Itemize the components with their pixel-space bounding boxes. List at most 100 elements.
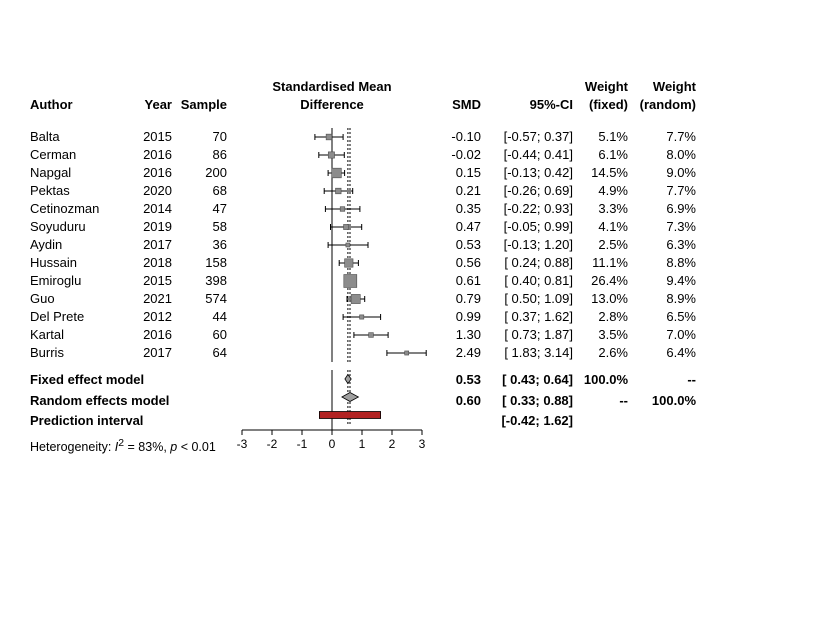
cell-year: 2020 bbox=[130, 182, 172, 200]
cell-smd: 0.53 bbox=[437, 236, 481, 254]
cell-author: Del Prete bbox=[30, 308, 130, 326]
cell-wfix: 2.8% bbox=[573, 308, 628, 326]
cell-year: 2017 bbox=[130, 236, 172, 254]
cell-wran: 7.7% bbox=[628, 128, 696, 146]
cell-ci: [ 0.50; 1.09] bbox=[481, 290, 573, 308]
summary-label: Random effects model bbox=[30, 391, 227, 412]
heterogeneity: Heterogeneity: I2 = 83%, p < 0.01 bbox=[30, 432, 227, 458]
cell-smd: 0.61 bbox=[437, 272, 481, 290]
summary-label: Prediction interval bbox=[30, 411, 227, 432]
summary-wran: 100.0% bbox=[628, 391, 696, 412]
svg-text:0: 0 bbox=[329, 437, 336, 451]
cell-ci: [ 0.24; 0.88] bbox=[481, 254, 573, 272]
cell-wfix: 5.1% bbox=[573, 128, 628, 146]
cell-wfix: 2.5% bbox=[573, 236, 628, 254]
summary-wfix: -- bbox=[573, 391, 628, 412]
cell-smd: 1.30 bbox=[437, 326, 481, 344]
cell-wfix: 4.1% bbox=[573, 218, 628, 236]
cell-ci: [ 0.37; 1.62] bbox=[481, 308, 573, 326]
cell-ci: [ 0.73; 1.87] bbox=[481, 326, 573, 344]
cell-smd: 0.99 bbox=[437, 308, 481, 326]
cell-author: Napgal bbox=[30, 164, 130, 182]
cell-sample: 60 bbox=[172, 326, 227, 344]
cell-author: Emiroglu bbox=[30, 272, 130, 290]
cell-author: Cetinozman bbox=[30, 200, 130, 218]
cell-wran: 7.3% bbox=[628, 218, 696, 236]
cell-sample: 398 bbox=[172, 272, 227, 290]
cell-sample: 58 bbox=[172, 218, 227, 236]
hdr-author: Author bbox=[30, 78, 130, 120]
cell-smd: 0.21 bbox=[437, 182, 481, 200]
cell-wfix: 3.3% bbox=[573, 200, 628, 218]
cell-wran: 9.4% bbox=[628, 272, 696, 290]
cell-wran: 8.0% bbox=[628, 146, 696, 164]
cell-sample: 574 bbox=[172, 290, 227, 308]
cell-smd: -0.10 bbox=[437, 128, 481, 146]
cell-wran: 8.9% bbox=[628, 290, 696, 308]
summary-ci: [ 0.43; 0.64] bbox=[481, 370, 573, 391]
forest-plot-table: Author Year Sample Standardised MeanDiff… bbox=[30, 78, 696, 458]
cell-sample: 158 bbox=[172, 254, 227, 272]
cell-wfix: 4.9% bbox=[573, 182, 628, 200]
cell-author: Cerman bbox=[30, 146, 130, 164]
svg-text:1: 1 bbox=[359, 437, 366, 451]
cell-wran: 7.7% bbox=[628, 182, 696, 200]
cell-ci: [-0.13; 1.20] bbox=[481, 236, 573, 254]
cell-author: Burris bbox=[30, 344, 130, 362]
svg-text:2: 2 bbox=[389, 437, 396, 451]
forest-plot-summary-canvas: -3 -2 -1 0 1 2 3 bbox=[227, 370, 437, 458]
cell-wfix: 2.6% bbox=[573, 344, 628, 362]
cell-author: Balta bbox=[30, 128, 130, 146]
cell-year: 2016 bbox=[130, 326, 172, 344]
cell-year: 2015 bbox=[130, 272, 172, 290]
cell-smd: 0.79 bbox=[437, 290, 481, 308]
cell-ci: [ 1.83; 3.14] bbox=[481, 344, 573, 362]
cell-wfix: 14.5% bbox=[573, 164, 628, 182]
cell-wran: 7.0% bbox=[628, 326, 696, 344]
cell-sample: 47 bbox=[172, 200, 227, 218]
summary-row: Fixed effect model-3-2-101230.53[ 0.43; … bbox=[30, 370, 696, 391]
cell-wran: 6.9% bbox=[628, 200, 696, 218]
cell-wfix: 26.4% bbox=[573, 272, 628, 290]
cell-ci: [-0.22; 0.93] bbox=[481, 200, 573, 218]
summary-ci: [ 0.33; 0.88] bbox=[481, 391, 573, 412]
svg-text:-3: -3 bbox=[237, 437, 248, 451]
cell-sample: 64 bbox=[172, 344, 227, 362]
summary-label: Fixed effect model bbox=[30, 370, 227, 391]
cell-smd: 0.47 bbox=[437, 218, 481, 236]
cell-year: 2021 bbox=[130, 290, 172, 308]
forest-plot-canvas bbox=[227, 128, 437, 362]
cell-sample: 68 bbox=[172, 182, 227, 200]
cell-wran: 6.4% bbox=[628, 344, 696, 362]
hdr-plot: Standardised MeanDifference bbox=[227, 78, 437, 120]
cell-wran: 8.8% bbox=[628, 254, 696, 272]
cell-author: Guo bbox=[30, 290, 130, 308]
cell-wran: 9.0% bbox=[628, 164, 696, 182]
svg-text:3: 3 bbox=[419, 437, 426, 451]
hdr-wrandom: Weight(random) bbox=[628, 78, 696, 120]
summary-smd: 0.60 bbox=[437, 391, 481, 412]
cell-sample: 36 bbox=[172, 236, 227, 254]
summary-wran: -- bbox=[628, 370, 696, 391]
cell-sample: 86 bbox=[172, 146, 227, 164]
hdr-ci: 95%-CI bbox=[481, 78, 573, 120]
cell-sample: 70 bbox=[172, 128, 227, 146]
cell-sample: 44 bbox=[172, 308, 227, 326]
cell-year: 2015 bbox=[130, 128, 172, 146]
svg-text:-1: -1 bbox=[297, 437, 308, 451]
cell-year: 2012 bbox=[130, 308, 172, 326]
svg-text:-2: -2 bbox=[267, 437, 278, 451]
cell-author: Pektas bbox=[30, 182, 130, 200]
summary-smd: 0.53 bbox=[437, 370, 481, 391]
cell-wfix: 13.0% bbox=[573, 290, 628, 308]
cell-year: 2014 bbox=[130, 200, 172, 218]
cell-wran: 6.5% bbox=[628, 308, 696, 326]
summary-wran bbox=[628, 411, 696, 432]
cell-year: 2019 bbox=[130, 218, 172, 236]
summary-ci: [-0.42; 1.62] bbox=[481, 411, 573, 432]
hdr-smd: SMD bbox=[437, 78, 481, 120]
cell-year: 2016 bbox=[130, 146, 172, 164]
cell-year: 2016 bbox=[130, 164, 172, 182]
hdr-wfixed: Weight(fixed) bbox=[573, 78, 628, 120]
cell-smd: 0.15 bbox=[437, 164, 481, 182]
